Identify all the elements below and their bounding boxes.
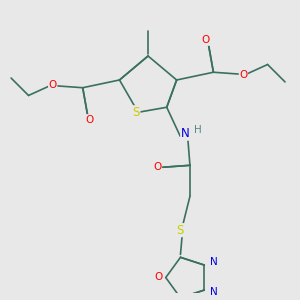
Text: O: O xyxy=(202,35,210,45)
Text: N: N xyxy=(210,257,218,267)
Text: O: O xyxy=(49,80,57,90)
Text: O: O xyxy=(85,115,94,125)
Text: O: O xyxy=(239,70,247,80)
Text: S: S xyxy=(177,224,184,237)
Text: N: N xyxy=(210,287,218,297)
Text: H: H xyxy=(194,124,202,134)
Text: N: N xyxy=(181,127,190,140)
Text: O: O xyxy=(153,162,161,172)
Text: O: O xyxy=(154,272,162,282)
Text: S: S xyxy=(133,106,140,119)
